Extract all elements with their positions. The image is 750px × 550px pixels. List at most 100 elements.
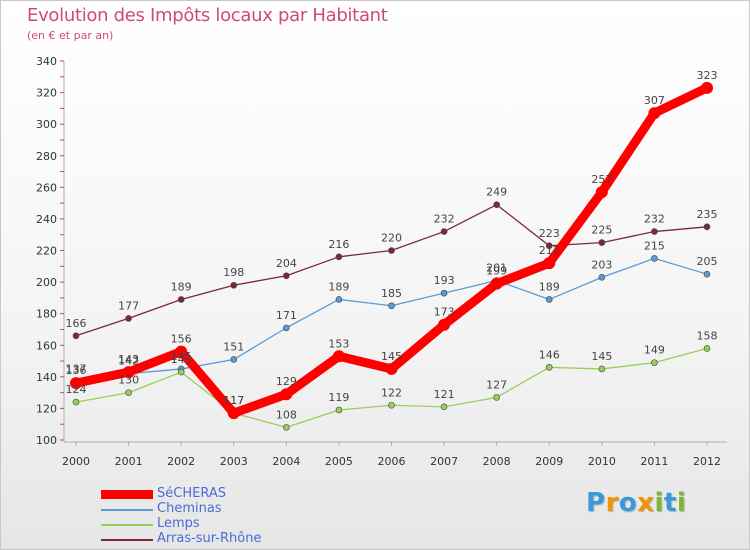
data-point-cheminas — [230, 356, 238, 363]
legend-swatch-s-cheras — [101, 490, 153, 499]
y-tick-label: 160 — [36, 339, 57, 352]
data-label-arras-sur-rh-ne: 220 — [381, 232, 402, 245]
y-tick-label: 320 — [36, 87, 57, 100]
data-label-s-cheras: 145 — [381, 350, 402, 363]
data-point-arras-sur-rh-ne — [230, 281, 238, 289]
y-tick-label: 200 — [36, 276, 57, 289]
data-point-cheminas — [335, 296, 343, 303]
data-point-arras-sur-rh-ne — [72, 332, 80, 340]
data-label-s-cheras: 257 — [591, 173, 612, 186]
data-point-arras-sur-rh-ne — [283, 272, 290, 280]
data-label-cheminas: 189 — [539, 280, 560, 293]
logo-letter: i — [654, 488, 664, 518]
data-point-arras-sur-rh-ne — [545, 242, 553, 250]
data-point-lemps — [493, 394, 500, 401]
legend-label: Cheminas — [157, 501, 222, 516]
data-label-s-cheras: 136 — [66, 364, 87, 377]
legend-label: Arras-sur-Rhône — [157, 531, 262, 546]
data-label-s-cheras: 156 — [171, 333, 192, 346]
series-line-arras-sur-rh-ne — [75, 204, 708, 337]
data-label-arras-sur-rh-ne: 225 — [591, 224, 612, 237]
data-point-arras-sur-rh-ne — [177, 296, 185, 303]
chart-axes: 100 120 140 160 180 200 220 240 260 280 300 320 340 2… — [36, 55, 727, 468]
data-point-s-cheras — [332, 350, 345, 363]
data-label-s-cheras: 199 — [486, 265, 507, 278]
data-label-lemps: 119 — [328, 391, 349, 404]
data-label-s-cheras: 143 — [118, 353, 139, 366]
data-point-arras-sur-rh-ne — [440, 228, 448, 235]
data-label-lemps: 127 — [486, 378, 507, 391]
data-label-cheminas: 215 — [644, 239, 665, 252]
x-tick-label: 2009 — [535, 455, 563, 468]
data-label-lemps: 146 — [539, 348, 560, 361]
chart-data-labels: 166 177 189 198 204 216 220 232 249 223 225 232 235 1… — [66, 69, 718, 422]
data-label-arras-sur-rh-ne: 189 — [171, 280, 192, 293]
data-label-cheminas: 193 — [434, 274, 455, 287]
data-point-s-cheras — [490, 277, 503, 290]
data-point-arras-sur-rh-ne — [598, 239, 606, 246]
data-point-s-cheras — [227, 407, 240, 420]
data-point-lemps — [388, 401, 395, 409]
y-tick-label: 100 — [36, 434, 57, 447]
data-label-cheminas: 205 — [697, 255, 718, 268]
data-label-cheminas: 201 — [486, 262, 507, 275]
chart-title: Evolution des Impôts locaux par Habitant — [27, 5, 388, 26]
data-point-lemps — [177, 368, 185, 376]
data-point-s-cheras — [122, 366, 135, 379]
data-label-arras-sur-rh-ne: 232 — [644, 213, 665, 226]
legend-swatch-lemps — [101, 524, 153, 526]
data-label-cheminas: 171 — [276, 309, 297, 322]
data-label-s-cheras: 212 — [539, 244, 560, 257]
data-point-cheminas — [440, 289, 448, 297]
data-point-cheminas — [545, 296, 553, 303]
data-label-arras-sur-rh-ne: 216 — [328, 238, 349, 251]
data-label-s-cheras: 117 — [223, 394, 244, 407]
y-tick-label: 140 — [36, 371, 57, 384]
logo-letter: o — [618, 488, 638, 518]
data-label-lemps: 121 — [434, 388, 455, 401]
data-label-arras-sur-rh-ne: 249 — [486, 186, 507, 199]
data-label-s-cheras: 153 — [328, 337, 349, 350]
x-tick-label: 2001 — [115, 455, 143, 468]
x-tick-label: 2007 — [430, 455, 458, 468]
y-tick-label: 220 — [36, 245, 57, 258]
data-point-s-cheras — [701, 81, 713, 94]
y-tick-label: 260 — [36, 181, 57, 194]
data-point-cheminas — [283, 324, 290, 332]
y-tick-label: 300 — [36, 118, 57, 131]
chart-series — [70, 81, 713, 431]
data-point-lemps — [545, 364, 553, 371]
x-tick-label: 2004 — [272, 455, 300, 468]
data-point-lemps — [283, 424, 290, 431]
logo-letter: x — [637, 488, 655, 518]
logo-letter: P — [586, 488, 606, 518]
data-point-lemps — [598, 365, 606, 373]
data-label-lemps: 149 — [644, 344, 665, 357]
y-tick-label: 180 — [36, 308, 57, 321]
data-point-s-cheras — [70, 377, 82, 390]
data-point-lemps — [125, 389, 132, 396]
data-label-s-cheras: 307 — [644, 94, 665, 107]
y-tick-label: 120 — [36, 402, 57, 415]
logo-letter: r — [605, 488, 619, 518]
data-label-s-cheras: 323 — [697, 69, 718, 82]
legend-swatch-arras-sur-rh-ne — [101, 539, 153, 541]
data-label-arras-sur-rh-ne: 177 — [118, 299, 139, 312]
data-point-arras-sur-rh-ne — [335, 253, 343, 261]
data-point-lemps — [335, 406, 343, 414]
x-tick-label: 2002 — [167, 455, 195, 468]
data-label-lemps: 158 — [697, 329, 718, 342]
chart-subtitle: (en € et par an) — [27, 29, 114, 42]
x-tick-label: 2006 — [378, 455, 406, 468]
data-point-s-cheras — [543, 257, 556, 270]
y-tick-label: 340 — [36, 55, 57, 68]
data-point-lemps — [703, 345, 711, 352]
x-tick-label: 2011 — [640, 455, 668, 468]
data-label-lemps: 145 — [591, 350, 612, 363]
data-label-arras-sur-rh-ne: 198 — [223, 266, 244, 279]
legend-swatch-cheminas — [101, 509, 153, 511]
data-label-s-cheras: 129 — [276, 375, 297, 388]
data-label-lemps: 130 — [118, 374, 139, 387]
x-tick-label: 2003 — [220, 455, 248, 468]
data-point-cheminas — [598, 274, 606, 281]
